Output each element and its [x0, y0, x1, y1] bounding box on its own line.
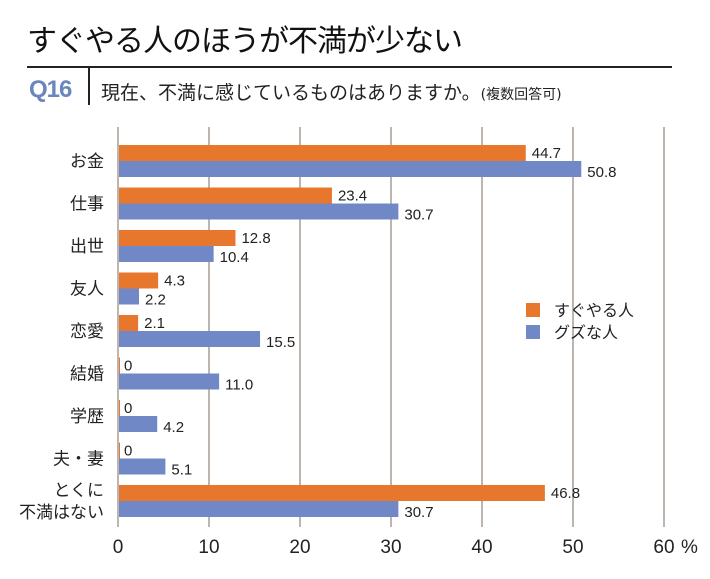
category-label: 学歴 [70, 407, 104, 427]
bar-guzu [119, 246, 214, 262]
x-tick-label: 30 [380, 537, 401, 558]
x-tick-label: 50 [562, 537, 583, 558]
value-label: 15.5 [266, 334, 295, 351]
value-label: 50.8 [587, 164, 616, 181]
value-label: 0 [124, 358, 132, 375]
value-label: 0 [124, 400, 132, 417]
value-label: 10.4 [220, 249, 249, 266]
bar-sugu [119, 357, 120, 374]
value-label: 5.1 [171, 462, 192, 479]
legend-swatch [526, 303, 540, 317]
page-title: すぐやる人のほうが不満が少ない [27, 24, 463, 59]
question: 現在、不満に感じているものはありますか。(複数回答可) [101, 78, 562, 105]
category-label: お金 [70, 152, 104, 172]
category-label: 出世 [70, 237, 104, 257]
value-label: 30.7 [404, 207, 433, 224]
bar-guzu [119, 373, 220, 390]
x-unit-label: % [681, 537, 698, 558]
question-divider [88, 67, 90, 105]
x-tick-label: 20 [289, 537, 310, 558]
bar-sugu [119, 187, 332, 204]
bar-sugu [119, 315, 139, 331]
title-rule [27, 66, 672, 68]
category-label: 仕事 [70, 195, 104, 215]
value-label: 23.4 [338, 188, 367, 205]
bar-sugu [119, 145, 526, 161]
value-label: 12.8 [241, 230, 270, 247]
x-tick-label: 40 [471, 537, 492, 558]
question-number: Q16 [29, 76, 72, 103]
legend-swatch [526, 325, 540, 339]
value-label: 44.7 [532, 145, 561, 162]
value-label: 46.8 [551, 485, 580, 502]
question-note: (複数回答可) [480, 87, 562, 103]
bar-guzu [119, 331, 261, 347]
bar-sugu [119, 485, 545, 501]
bar-guzu [119, 288, 140, 305]
bar-guzu [119, 458, 166, 475]
bar-guzu [119, 161, 582, 177]
bar-guzu [119, 416, 158, 432]
bar-sugu [119, 400, 120, 416]
x-tick-label: 0 [113, 537, 124, 558]
category-label: とくに [54, 481, 105, 501]
bar-sugu [119, 442, 120, 459]
value-label: 11.0 [225, 377, 253, 394]
x-tick-label: 60 [653, 537, 674, 558]
value-label: 30.7 [404, 504, 433, 521]
category-label: 夫・妻 [53, 450, 104, 470]
bar-sugu [119, 272, 159, 289]
value-label: 2.2 [145, 292, 166, 309]
value-label: 4.2 [163, 419, 184, 436]
category-label: 友人 [70, 280, 104, 300]
category-label: 恋愛 [70, 321, 104, 342]
question-text: 現在、不満に感じているものはありますか。 [101, 82, 481, 104]
legend-label: すぐやる人 [554, 301, 634, 320]
value-label: 0 [124, 443, 132, 460]
category-label: 不満はない [19, 503, 104, 523]
bar-sugu [119, 230, 236, 246]
x-tick-label: 10 [198, 537, 219, 558]
value-label: 2.1 [144, 315, 165, 332]
legend-label: グズな人 [554, 323, 618, 342]
category-label: 結婚 [70, 365, 104, 385]
bar-guzu [119, 203, 399, 220]
value-label: 4.3 [164, 273, 185, 290]
bar-guzu [119, 501, 399, 517]
